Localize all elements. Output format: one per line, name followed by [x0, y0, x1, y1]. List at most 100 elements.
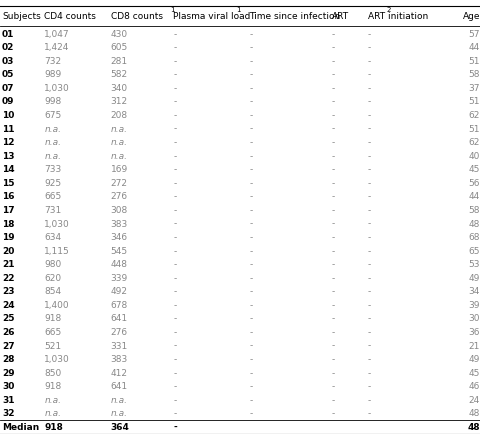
Text: 57: 57 — [468, 30, 479, 39]
Text: 641: 641 — [110, 381, 128, 390]
Text: 998: 998 — [44, 97, 61, 106]
Text: 24: 24 — [2, 300, 14, 309]
Text: -: - — [173, 300, 176, 309]
Text: 62: 62 — [468, 111, 479, 120]
Text: -: - — [367, 192, 371, 201]
Text: -: - — [367, 260, 371, 269]
Text: -: - — [367, 300, 371, 309]
Text: -: - — [249, 260, 252, 269]
Text: 29: 29 — [2, 368, 14, 377]
Text: -: - — [249, 314, 252, 323]
Text: -: - — [173, 165, 176, 174]
Text: -: - — [173, 408, 176, 418]
Text: 24: 24 — [468, 395, 479, 404]
Text: 339: 339 — [110, 273, 128, 282]
Text: 32: 32 — [2, 408, 14, 418]
Text: -: - — [367, 273, 371, 282]
Text: -: - — [173, 314, 176, 323]
Text: -: - — [173, 260, 176, 269]
Text: -: - — [173, 233, 176, 242]
Text: 26: 26 — [2, 327, 14, 336]
Text: -: - — [367, 219, 371, 228]
Text: 448: 448 — [110, 260, 127, 269]
Text: -: - — [249, 354, 252, 363]
Text: 44: 44 — [468, 192, 479, 201]
Text: -: - — [367, 151, 371, 160]
Text: 36: 36 — [468, 327, 479, 336]
Text: -: - — [173, 205, 176, 214]
Text: -: - — [331, 327, 335, 336]
Text: 412: 412 — [110, 368, 127, 377]
Text: -: - — [331, 124, 335, 133]
Text: 918: 918 — [44, 314, 61, 323]
Text: 383: 383 — [110, 354, 128, 363]
Text: 44: 44 — [468, 43, 479, 52]
Text: 02: 02 — [2, 43, 14, 52]
Text: n.a.: n.a. — [110, 408, 127, 418]
Text: 854: 854 — [44, 287, 61, 296]
Text: 21: 21 — [2, 260, 14, 269]
Text: 1: 1 — [236, 7, 240, 13]
Text: 30: 30 — [2, 381, 14, 390]
Text: 58: 58 — [468, 205, 479, 214]
Text: -: - — [367, 111, 371, 120]
Text: 208: 208 — [110, 111, 128, 120]
Text: -: - — [173, 43, 176, 52]
Text: n.a.: n.a. — [110, 151, 127, 160]
Text: 07: 07 — [2, 84, 14, 93]
Text: 48: 48 — [467, 422, 479, 431]
Text: -: - — [249, 368, 252, 377]
Text: -: - — [367, 43, 371, 52]
Text: 13: 13 — [2, 151, 14, 160]
Text: 620: 620 — [44, 273, 61, 282]
Text: 2: 2 — [386, 7, 390, 13]
Text: -: - — [249, 233, 252, 242]
Text: 980: 980 — [44, 260, 61, 269]
Text: -: - — [249, 97, 252, 106]
Text: -: - — [173, 97, 176, 106]
Text: 918: 918 — [44, 381, 61, 390]
Text: -: - — [331, 70, 335, 79]
Text: -: - — [249, 273, 252, 282]
Text: 65: 65 — [468, 246, 479, 255]
Text: -: - — [331, 57, 335, 66]
Text: -: - — [331, 287, 335, 296]
Text: 582: 582 — [110, 70, 128, 79]
Text: -: - — [249, 327, 252, 336]
Text: -: - — [331, 314, 335, 323]
Text: 276: 276 — [110, 192, 128, 201]
Text: -: - — [173, 178, 176, 187]
Text: 1,047: 1,047 — [44, 30, 70, 39]
Text: -: - — [331, 178, 335, 187]
Text: -: - — [249, 246, 252, 255]
Text: 51: 51 — [468, 57, 479, 66]
Text: 281: 281 — [110, 57, 128, 66]
Text: -: - — [331, 43, 335, 52]
Text: 10: 10 — [2, 111, 14, 120]
Text: -: - — [173, 395, 176, 404]
Text: 675: 675 — [44, 111, 61, 120]
Text: -: - — [367, 124, 371, 133]
Text: 03: 03 — [2, 57, 14, 66]
Text: -: - — [249, 70, 252, 79]
Text: 28: 28 — [2, 354, 14, 363]
Text: 1: 1 — [170, 7, 174, 13]
Text: -: - — [331, 300, 335, 309]
Text: 01: 01 — [2, 30, 14, 39]
Text: 732: 732 — [44, 57, 61, 66]
Text: -: - — [173, 287, 176, 296]
Text: n.a.: n.a. — [110, 124, 127, 133]
Text: -: - — [173, 84, 176, 93]
Text: -: - — [249, 57, 252, 66]
Text: 48: 48 — [468, 219, 479, 228]
Text: 1,030: 1,030 — [44, 354, 70, 363]
Text: n.a.: n.a. — [44, 138, 61, 147]
Text: 641: 641 — [110, 314, 128, 323]
Text: -: - — [173, 341, 176, 350]
Text: -: - — [331, 165, 335, 174]
Text: 634: 634 — [44, 233, 61, 242]
Text: -: - — [367, 70, 371, 79]
Text: -: - — [331, 30, 335, 39]
Text: 51: 51 — [468, 97, 479, 106]
Text: 492: 492 — [110, 287, 127, 296]
